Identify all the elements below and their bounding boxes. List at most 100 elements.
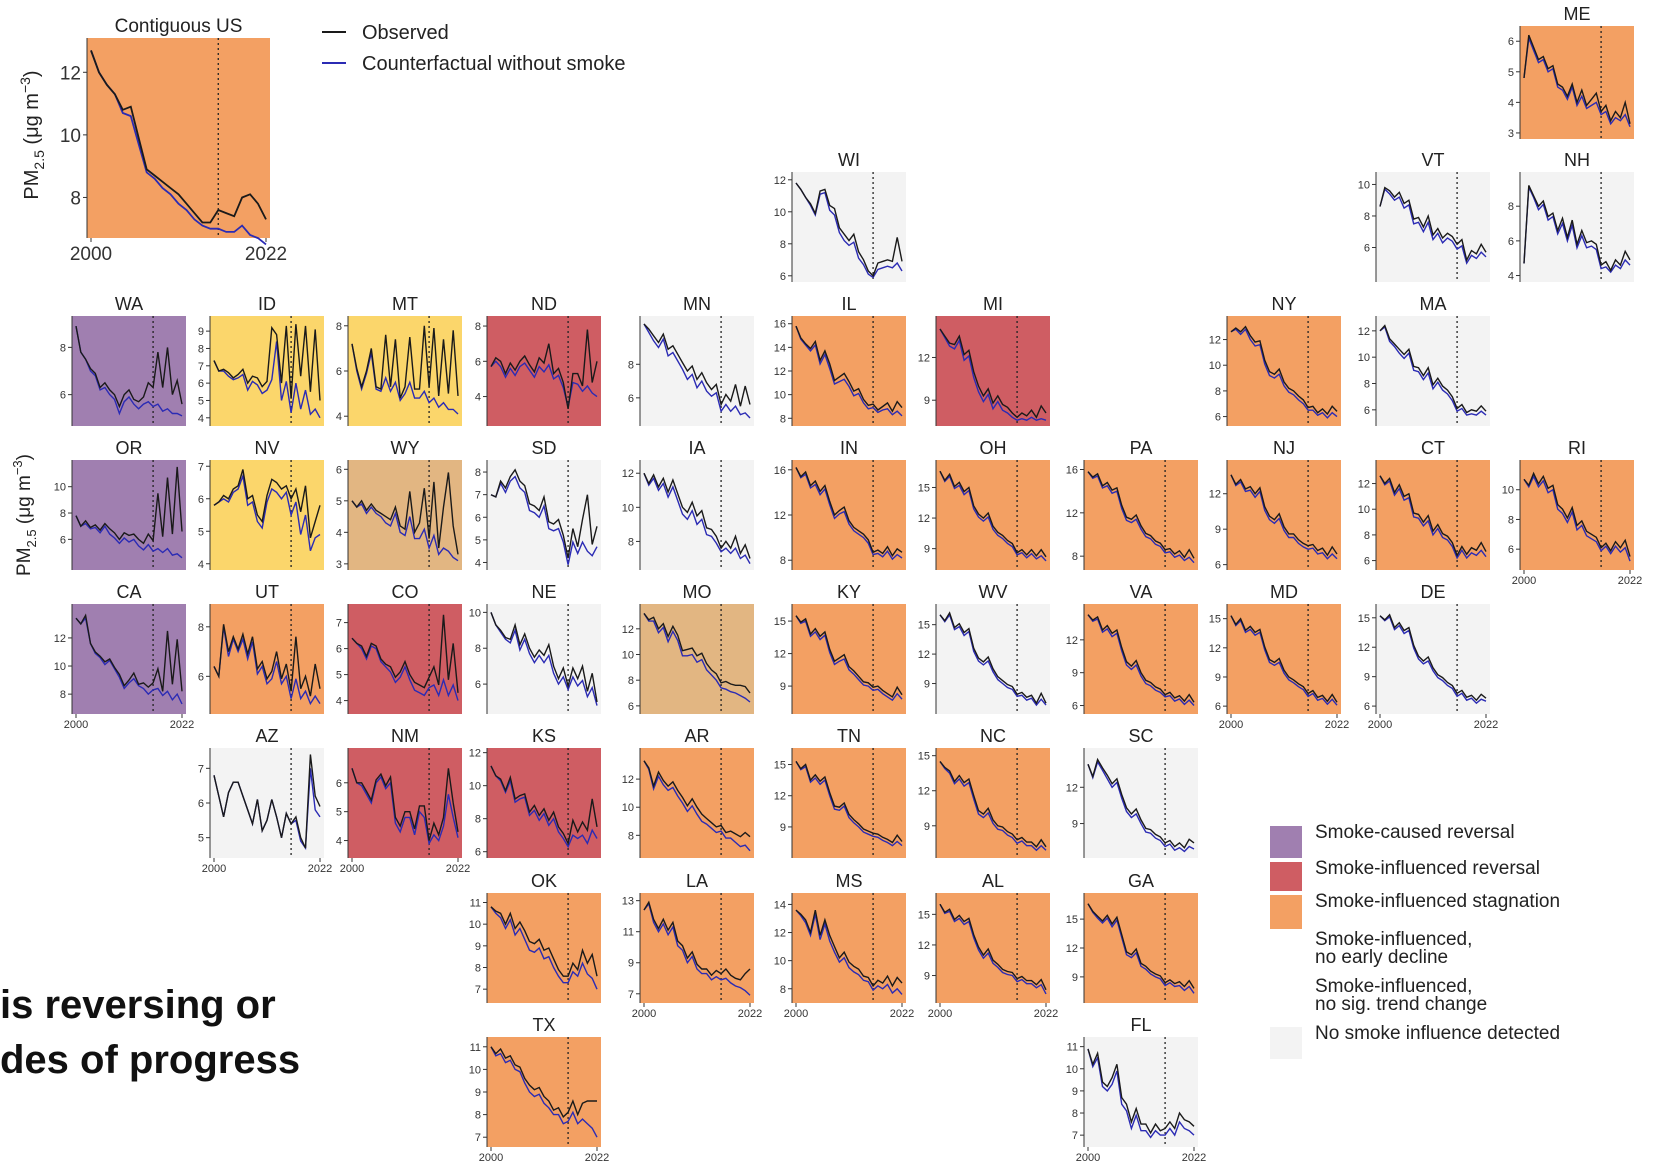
panel-il: IL 8 10 12 14 16 [774,294,906,426]
y-tick-label: 4 [336,411,342,423]
panel-ma: MA 6 8 10 12 [1358,294,1490,426]
panel-ri: RI 6 8 10 2000 2022 [1502,438,1642,587]
y-tick-label: 8 [628,359,634,371]
observed-series-line [490,906,598,977]
panel-title: GA [1128,871,1154,891]
panel-background [792,604,906,714]
panel-title: IN [840,438,858,458]
counterfactual-series-line [1087,614,1195,706]
counterfactual-series-line [75,325,183,417]
observed-series-line [490,765,598,846]
panel-id: ID 4 5 6 7 8 9 [198,294,324,426]
panel-title: NE [531,582,556,602]
panel-ga: GA 9 12 15 [1066,871,1198,1003]
panel-title: TN [837,726,861,746]
observed-series-line [643,760,751,838]
y-tick-label: 4 [198,559,204,571]
y-tick-label: 9 [1072,1086,1078,1098]
y-axis-title: PM2.5 (μg m−3) [17,70,47,199]
x-tick-label: 2022 [738,1008,762,1020]
y-tick-label: 6 [198,798,204,810]
y-tick-label: 5 [198,395,204,407]
panel-ok: OK 7 8 9 10 11 [469,871,601,1003]
observed-series-line [75,466,183,545]
observed-series-line [75,613,183,692]
observed-series-line [490,468,598,559]
y-tick-label: 7 [336,618,342,630]
panel-va: VA 6 9 12 [1066,582,1198,714]
panel-title: AR [684,726,709,746]
y-tick-label: 7 [198,763,204,775]
x-tick-label: 2000 [64,719,88,731]
panel-title: LA [686,871,708,891]
panel-wy: WY 3 4 5 6 [336,438,462,571]
y-tick-label: 16 [774,465,786,477]
legend-swatch [1270,980,1302,1023]
counterfactual-series-line [490,360,598,408]
panel-tx: TX 7 8 9 10 11 2000 2022 [469,1015,609,1164]
y-tick-label: 11 [623,927,634,939]
y-tick-label: 16 [774,319,786,331]
y-tick-label: 7 [198,361,204,373]
y-tick-label: 10 [1209,360,1221,372]
counterfactual-series-line [795,182,903,279]
counterfactual-series-line [1087,903,1195,994]
panel-title: VT [1421,150,1444,170]
counterfactual-series-line [795,909,903,995]
panel-title: WY [391,438,420,458]
panel-ny: NY 6 8 10 12 [1209,294,1341,426]
panel-title: KS [532,726,556,746]
counterfactual-series-line [351,637,459,701]
y-tick-label: 10 [54,661,66,673]
y-tick-label: 13 [622,896,634,908]
category-legend: Smoke-caused reversal Smoke-influenced re… [1270,822,1630,1059]
x-tick-label: 2022 [308,863,332,875]
legend-row-smoke-influenced-reversal: Smoke-influenced reversal [1270,858,1630,891]
panel-title: SD [531,438,556,458]
panel-background [72,604,186,714]
panel-title: MS [836,871,863,891]
observed-series-line [351,614,459,693]
y-tick-label: 6 [1364,405,1370,417]
y-tick-label: 8 [60,342,66,354]
panel-title: VA [1130,582,1153,602]
panel-background [792,316,906,426]
y-tick-label: 6 [475,356,481,368]
counterfactual-series-line [643,323,751,419]
y-tick-label: 8 [198,622,204,634]
y-tick-label: 6 [60,534,66,546]
y-tick-label: 7 [1072,1130,1078,1142]
panel-title: OK [531,871,557,891]
observed-series-line [1523,471,1631,557]
y-tick-label: 8 [1364,530,1370,542]
panel-title: NJ [1273,438,1295,458]
panel-background [1376,316,1490,426]
y-tick-label: 6 [1072,701,1078,713]
panel-title: WV [979,582,1008,602]
legend-row-smoke-influenced-stagnation: Smoke-influenced stagnation [1270,891,1630,929]
counterfactual-series-line [1379,615,1487,705]
y-tick-label: 5 [475,535,481,547]
legend-swatch [1270,933,1302,976]
counterfactual-series-line [1087,760,1195,853]
y-tick-label: 6 [1215,560,1221,572]
x-tick-label: 2022 [1618,575,1642,587]
observed-series-line [795,615,903,698]
y-tick-label: 10 [469,1064,481,1076]
y-tick-label: 6 [198,671,204,683]
y-tick-label: 7 [475,1132,481,1144]
legend-swatch [1270,862,1302,891]
y-tick-label: 12 [622,774,634,786]
y-tick-label: 8 [628,830,634,842]
y-tick-label: 7 [198,461,204,473]
x-tick-label: 2000 [1219,719,1243,731]
counterfactual-series-line [1087,1048,1195,1139]
observed-series-line [1523,185,1631,272]
counterfactual-series-line [1523,37,1631,128]
panel-background [72,460,186,570]
legend-swatch [1270,826,1302,858]
y-tick-label: 6 [628,393,634,405]
observed-series-line [1230,325,1338,416]
y-tick-label: 9 [1364,672,1370,684]
